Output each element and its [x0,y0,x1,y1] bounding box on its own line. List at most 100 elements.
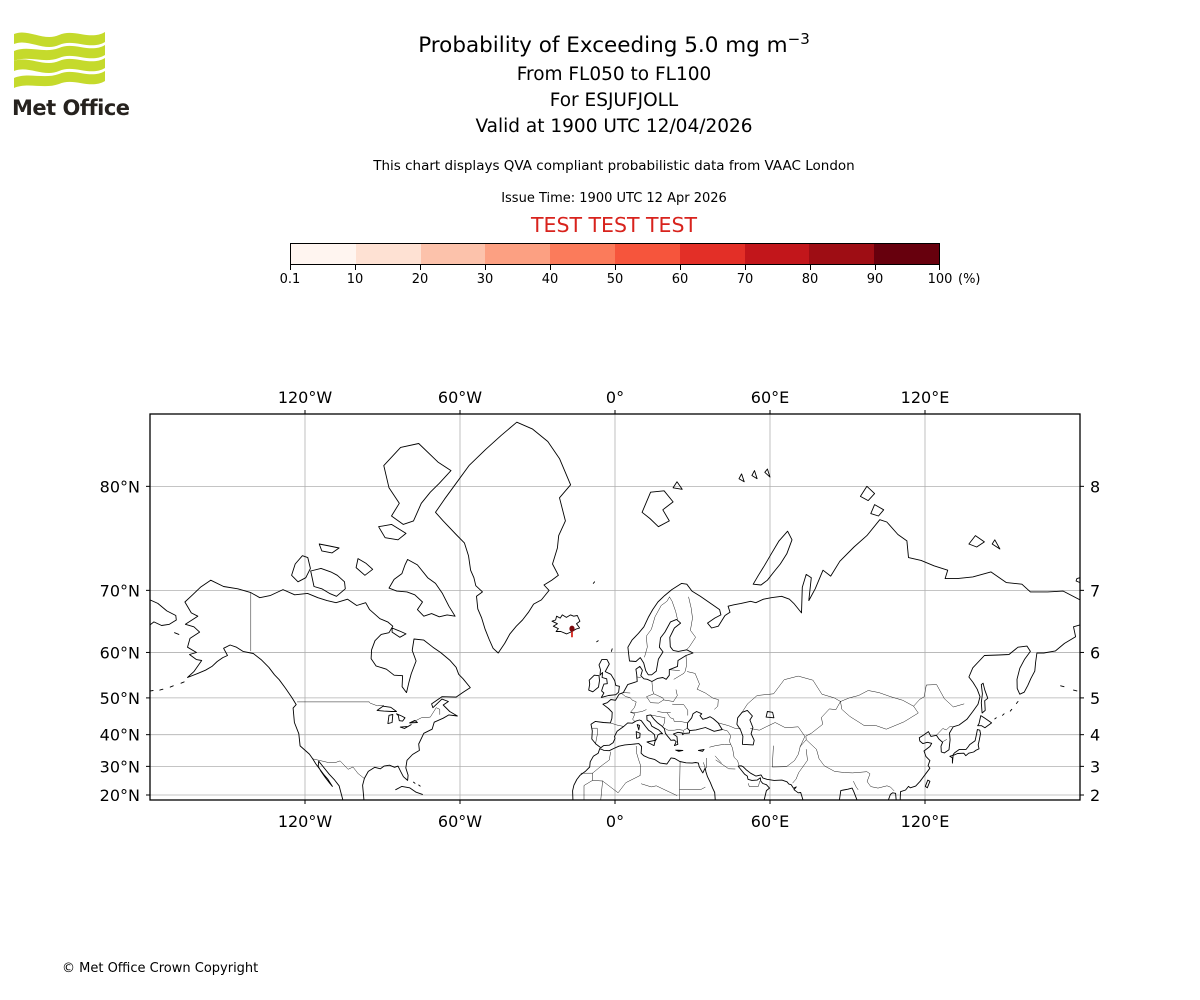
colorbar-segment [420,244,486,264]
colorbar-tick-label: 40 [541,272,559,287]
longitude-label-top: 60°E [751,388,789,407]
colorbar-tick [550,265,551,270]
coastline [1009,708,1013,712]
latitude-label-right: 40°N [1090,726,1100,745]
border [718,722,741,729]
latitude-label-left: 40°N [100,726,140,745]
border [682,727,688,735]
coastline [387,714,394,725]
border [592,775,641,794]
border [942,739,947,743]
latitude-label-left: 50°N [100,689,140,708]
coastline [388,559,456,618]
border [792,749,808,784]
coastline [1073,689,1078,692]
ash-probability-contour [569,625,575,638]
border [714,755,722,764]
border [805,739,895,792]
border [683,655,687,674]
border [673,689,678,702]
coastline [610,648,613,652]
coastline [600,714,691,748]
coastline [169,685,174,688]
colorbar-tick [810,265,811,270]
colorbar-segment [679,244,745,264]
coastline [991,539,1001,550]
coastline [435,421,572,654]
colorbar-tick-label: 20 [411,272,429,287]
coastline [383,443,452,525]
border [686,596,696,650]
met-office-logo-text: Met Office [12,96,130,120]
coastline [736,709,755,746]
colorbar-tick-label: 90 [866,272,884,287]
coastline [184,579,471,800]
border [649,714,665,718]
latitude-label-left: 30°N [100,757,140,776]
border [687,671,700,690]
longitude-label-top: 120°E [901,388,950,407]
coastline [318,543,340,554]
coastline [551,614,581,635]
coastline [646,739,656,747]
colorbar-tick-label: 30 [476,272,494,287]
colorbar-tick-label: 50 [606,272,624,287]
colorbar-segment [291,244,356,264]
coastline [737,765,804,800]
latitude-label-left: 60°N [100,643,140,662]
colorbar-tick-label: 60 [671,272,689,287]
border [748,781,760,787]
border [679,761,681,800]
probability-colorbar: 0.1 10 20 30 40 50 60 70 80 90 100 (%) [280,243,981,303]
coastline [174,632,180,635]
border [709,729,731,748]
coastline [399,724,412,729]
latitude-label-right: 30°N [1090,757,1100,776]
border [664,728,683,731]
copyright-notice: © Met Office Crown Copyright [62,961,259,976]
border [621,693,637,722]
ash-contour-high [569,625,575,632]
border [669,669,680,671]
border [741,675,841,713]
colorbar-gradient [290,243,940,265]
coastline [636,724,640,731]
border [630,709,647,713]
logo-wave-stripe [14,71,105,88]
border [666,712,688,724]
colorbar-tick [939,265,940,270]
border [853,781,859,790]
latitude-label-left: 70°N [100,581,140,600]
coastline [159,688,164,691]
coastline [355,558,374,576]
coastline [994,717,997,720]
logo-wave-stripe [14,45,105,61]
longitude-label-bottom: 60°E [751,812,789,831]
border [646,681,674,704]
border [715,759,736,770]
colorbar-segment [809,244,875,264]
coastline [968,535,985,548]
colorbar-tick [355,265,356,270]
valid-time-subtitle: Valid at 1900 UTC 12/04/2026 [475,116,753,137]
border [673,673,684,680]
border [669,596,678,620]
coastline [752,530,793,586]
map-panel: 120°W 120°W 60°W 60°W 0° 0° 60°E 60°E 120°E 120°E… [100,380,1131,840]
coastline [675,749,684,752]
coastline [409,719,418,724]
border [696,688,719,710]
logo-wave-stripe [14,58,105,74]
latitude-label-right: 60°N [1090,643,1100,662]
chart-title-text: Probability of Exceeding 5.0 mg m [418,33,788,59]
coastline [635,731,641,739]
colorbar-segment [614,244,680,264]
longitude-label-bottom: 60°W [438,812,482,831]
coastline [1060,685,1065,688]
coastline [859,485,876,502]
latitude-label-left: 80°N [100,477,140,496]
border [913,684,965,708]
met-office-logo: Met Office [12,28,132,120]
coastline [413,781,416,784]
world-map: 120°W 120°W 60°W 60°W 0° 0° 60°E 60°E 120°E 120°E… [100,388,1131,831]
